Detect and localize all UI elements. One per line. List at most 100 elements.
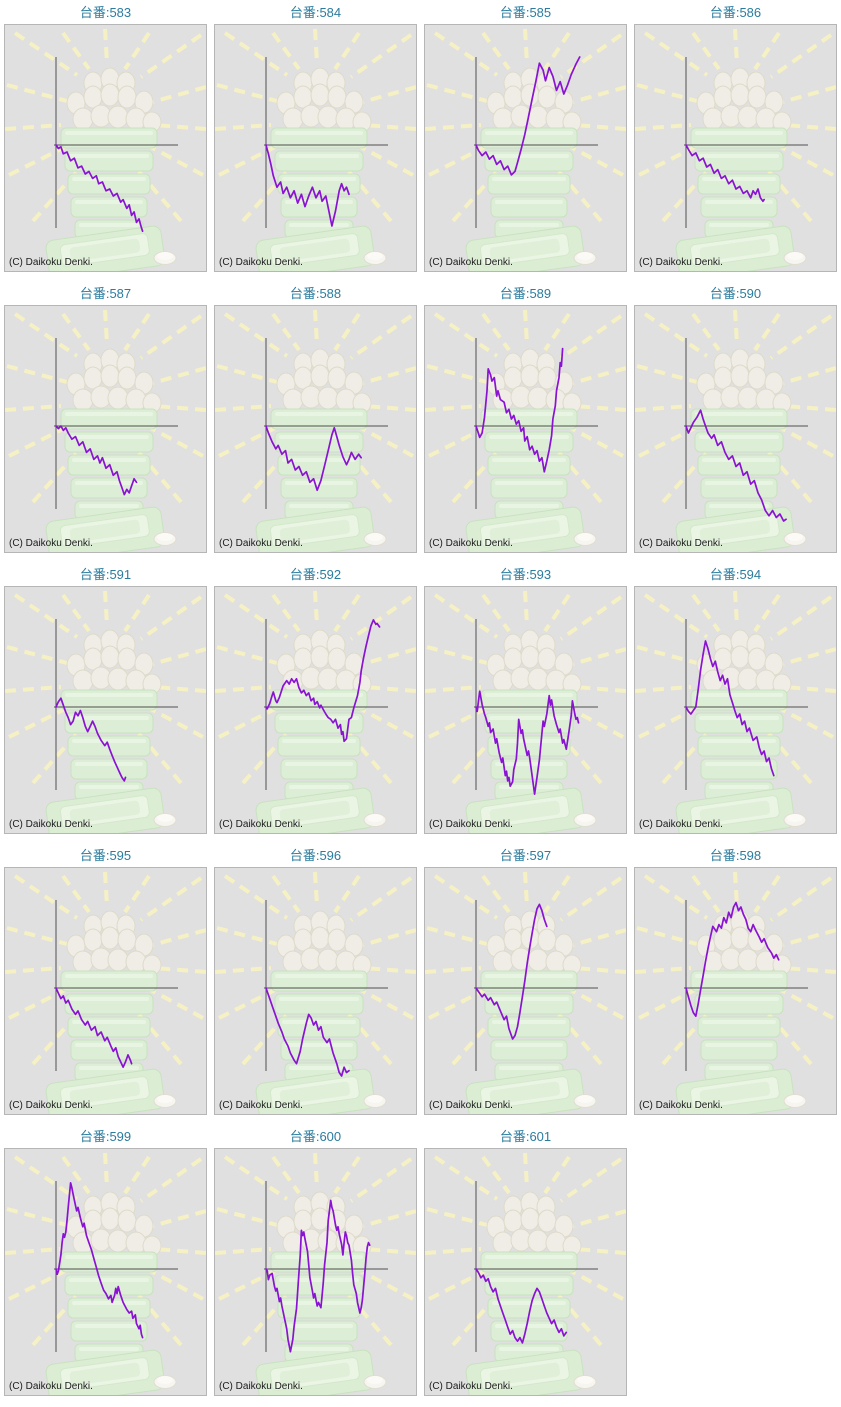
machine-title-link[interactable]: 台番:586 [709, 5, 762, 20]
machine-title-link[interactable]: 台番:594 [709, 567, 762, 582]
machine-title-link[interactable]: 台番:589 [499, 286, 552, 301]
slump-graph-panel: (C) Daikoku Denki. [634, 586, 837, 834]
slump-graph-panel: (C) Daikoku Denki. [214, 586, 417, 834]
slump-graph [215, 308, 416, 552]
machine-title-link[interactable]: 台番:599 [79, 1129, 132, 1144]
machine-cell: 台番:589 (C) Daikoku Denki. [420, 281, 630, 562]
slump-line [265, 425, 363, 492]
machine-watermark-icon [425, 27, 626, 271]
machine-cell: 台番:598 (C) Daikoku Denki. [630, 843, 840, 1124]
slump-graph [635, 870, 836, 1114]
machine-watermark-icon [425, 870, 626, 1114]
machine-title-link[interactable]: 台番:585 [499, 5, 552, 20]
machine-watermark-icon [5, 27, 206, 271]
slump-graph [5, 589, 206, 833]
slump-line [55, 987, 133, 1069]
slump-line [265, 144, 350, 227]
machine-title-link[interactable]: 台番:584 [289, 5, 342, 20]
machine-cell: 台番:595 (C) Daikoku Denki. [0, 843, 210, 1124]
machine-cell: 台番:591 (C) Daikoku Denki. [0, 562, 210, 843]
machine-title-link[interactable]: 台番:597 [499, 848, 552, 863]
machine-title-link[interactable]: 台番:593 [499, 567, 552, 582]
machine-watermark-icon [425, 1151, 626, 1395]
slump-graph-panel: (C) Daikoku Denki. [424, 586, 627, 834]
machine-watermark-icon [215, 27, 416, 271]
slump-graph [425, 1151, 626, 1395]
machine-watermark-icon [425, 308, 626, 552]
machine-cell: 台番:586 (C) Daikoku Denki. [630, 0, 840, 281]
machine-cell: 台番:588 (C) Daikoku Denki. [210, 281, 420, 562]
slump-graph-panel: (C) Daikoku Denki. [214, 1148, 417, 1396]
slump-graph [425, 308, 626, 552]
machine-title-link[interactable]: 台番:595 [79, 848, 132, 863]
slump-graph [5, 870, 206, 1114]
machine-watermark-icon [635, 308, 836, 552]
machine-cell: 台番:596 (C) Daikoku Denki. [210, 843, 420, 1124]
machine-watermark-icon [215, 308, 416, 552]
machine-watermark-icon [215, 1151, 416, 1395]
machine-watermark-icon [215, 870, 416, 1114]
machine-cell: 台番:592 (C) Daikoku Denki. [210, 562, 420, 843]
slump-graph-panel: (C) Daikoku Denki. [214, 867, 417, 1115]
slump-line [475, 347, 564, 473]
machine-watermark-icon [5, 1151, 206, 1395]
machine-cell: 台番:583 (C) Daikoku Denki. [0, 0, 210, 281]
machine-watermark-icon [215, 589, 416, 833]
slump-graph [215, 1151, 416, 1395]
machine-title-link[interactable]: 台番:588 [289, 286, 342, 301]
slump-line [265, 987, 350, 1077]
slump-graph-panel: (C) Daikoku Denki. [424, 1148, 627, 1396]
slump-graph-panel: (C) Daikoku Denki. [634, 305, 837, 553]
machine-watermark-icon [5, 589, 206, 833]
machine-cell: 台番:594 (C) Daikoku Denki. [630, 562, 840, 843]
machine-cell: 台番:584 (C) Daikoku Denki. [210, 0, 420, 281]
machine-cell: 台番:600 (C) Daikoku Denki. [210, 1124, 420, 1405]
slump-graph [425, 589, 626, 833]
machine-title-link[interactable]: 台番:590 [709, 286, 762, 301]
slump-graph-panel: (C) Daikoku Denki. [4, 305, 207, 553]
slump-graph-panel: (C) Daikoku Denki. [424, 867, 627, 1115]
machine-title-link[interactable]: 台番:591 [79, 567, 132, 582]
machine-cell: 台番:597 (C) Daikoku Denki. [420, 843, 630, 1124]
machine-cell: 台番:585 (C) Daikoku Denki. [420, 0, 630, 281]
slump-graph-panel: (C) Daikoku Denki. [634, 867, 837, 1115]
slump-graph [425, 870, 626, 1114]
slump-line [55, 144, 144, 233]
slump-graph [635, 589, 836, 833]
slump-graph-panel: (C) Daikoku Denki. [424, 24, 627, 272]
slump-graph [635, 308, 836, 552]
slump-graph [215, 589, 416, 833]
slump-line [685, 640, 775, 777]
slump-graph-panel: (C) Daikoku Denki. [634, 24, 837, 272]
slump-graph-panel: (C) Daikoku Denki. [424, 305, 627, 553]
slump-line [265, 1199, 371, 1353]
slump-line [685, 409, 787, 522]
machine-cell: 台番:590 (C) Daikoku Denki. [630, 281, 840, 562]
slump-graph [215, 870, 416, 1114]
slump-graph [5, 1151, 206, 1395]
slump-line [685, 144, 765, 203]
slump-line [55, 425, 138, 496]
machine-watermark-icon [425, 589, 626, 833]
slump-line [265, 619, 381, 743]
machine-title-link[interactable]: 台番:583 [79, 5, 132, 20]
slump-line [475, 56, 581, 176]
slump-graph-panel: (C) Daikoku Denki. [4, 586, 207, 834]
machine-title-link[interactable]: 台番:587 [79, 286, 132, 301]
slump-graph-panel: (C) Daikoku Denki. [4, 1148, 207, 1396]
slump-graph [215, 27, 416, 271]
machine-title-link[interactable]: 台番:600 [289, 1129, 342, 1144]
slump-line [475, 690, 580, 795]
machine-cell: 台番:593 (C) Daikoku Denki. [420, 562, 630, 843]
machine-title-link[interactable]: 台番:596 [289, 848, 342, 863]
machine-title-link[interactable]: 台番:592 [289, 567, 342, 582]
machine-title-link[interactable]: 台番:598 [709, 848, 762, 863]
machine-title-link[interactable]: 台番:601 [499, 1129, 552, 1144]
machine-watermark-icon [5, 308, 206, 552]
machine-cell: 台番:587 (C) Daikoku Denki. [0, 281, 210, 562]
slump-graph [5, 308, 206, 552]
slump-graph-panel: (C) Daikoku Denki. [4, 24, 207, 272]
slump-line [685, 901, 780, 1018]
machine-watermark-icon [5, 870, 206, 1114]
